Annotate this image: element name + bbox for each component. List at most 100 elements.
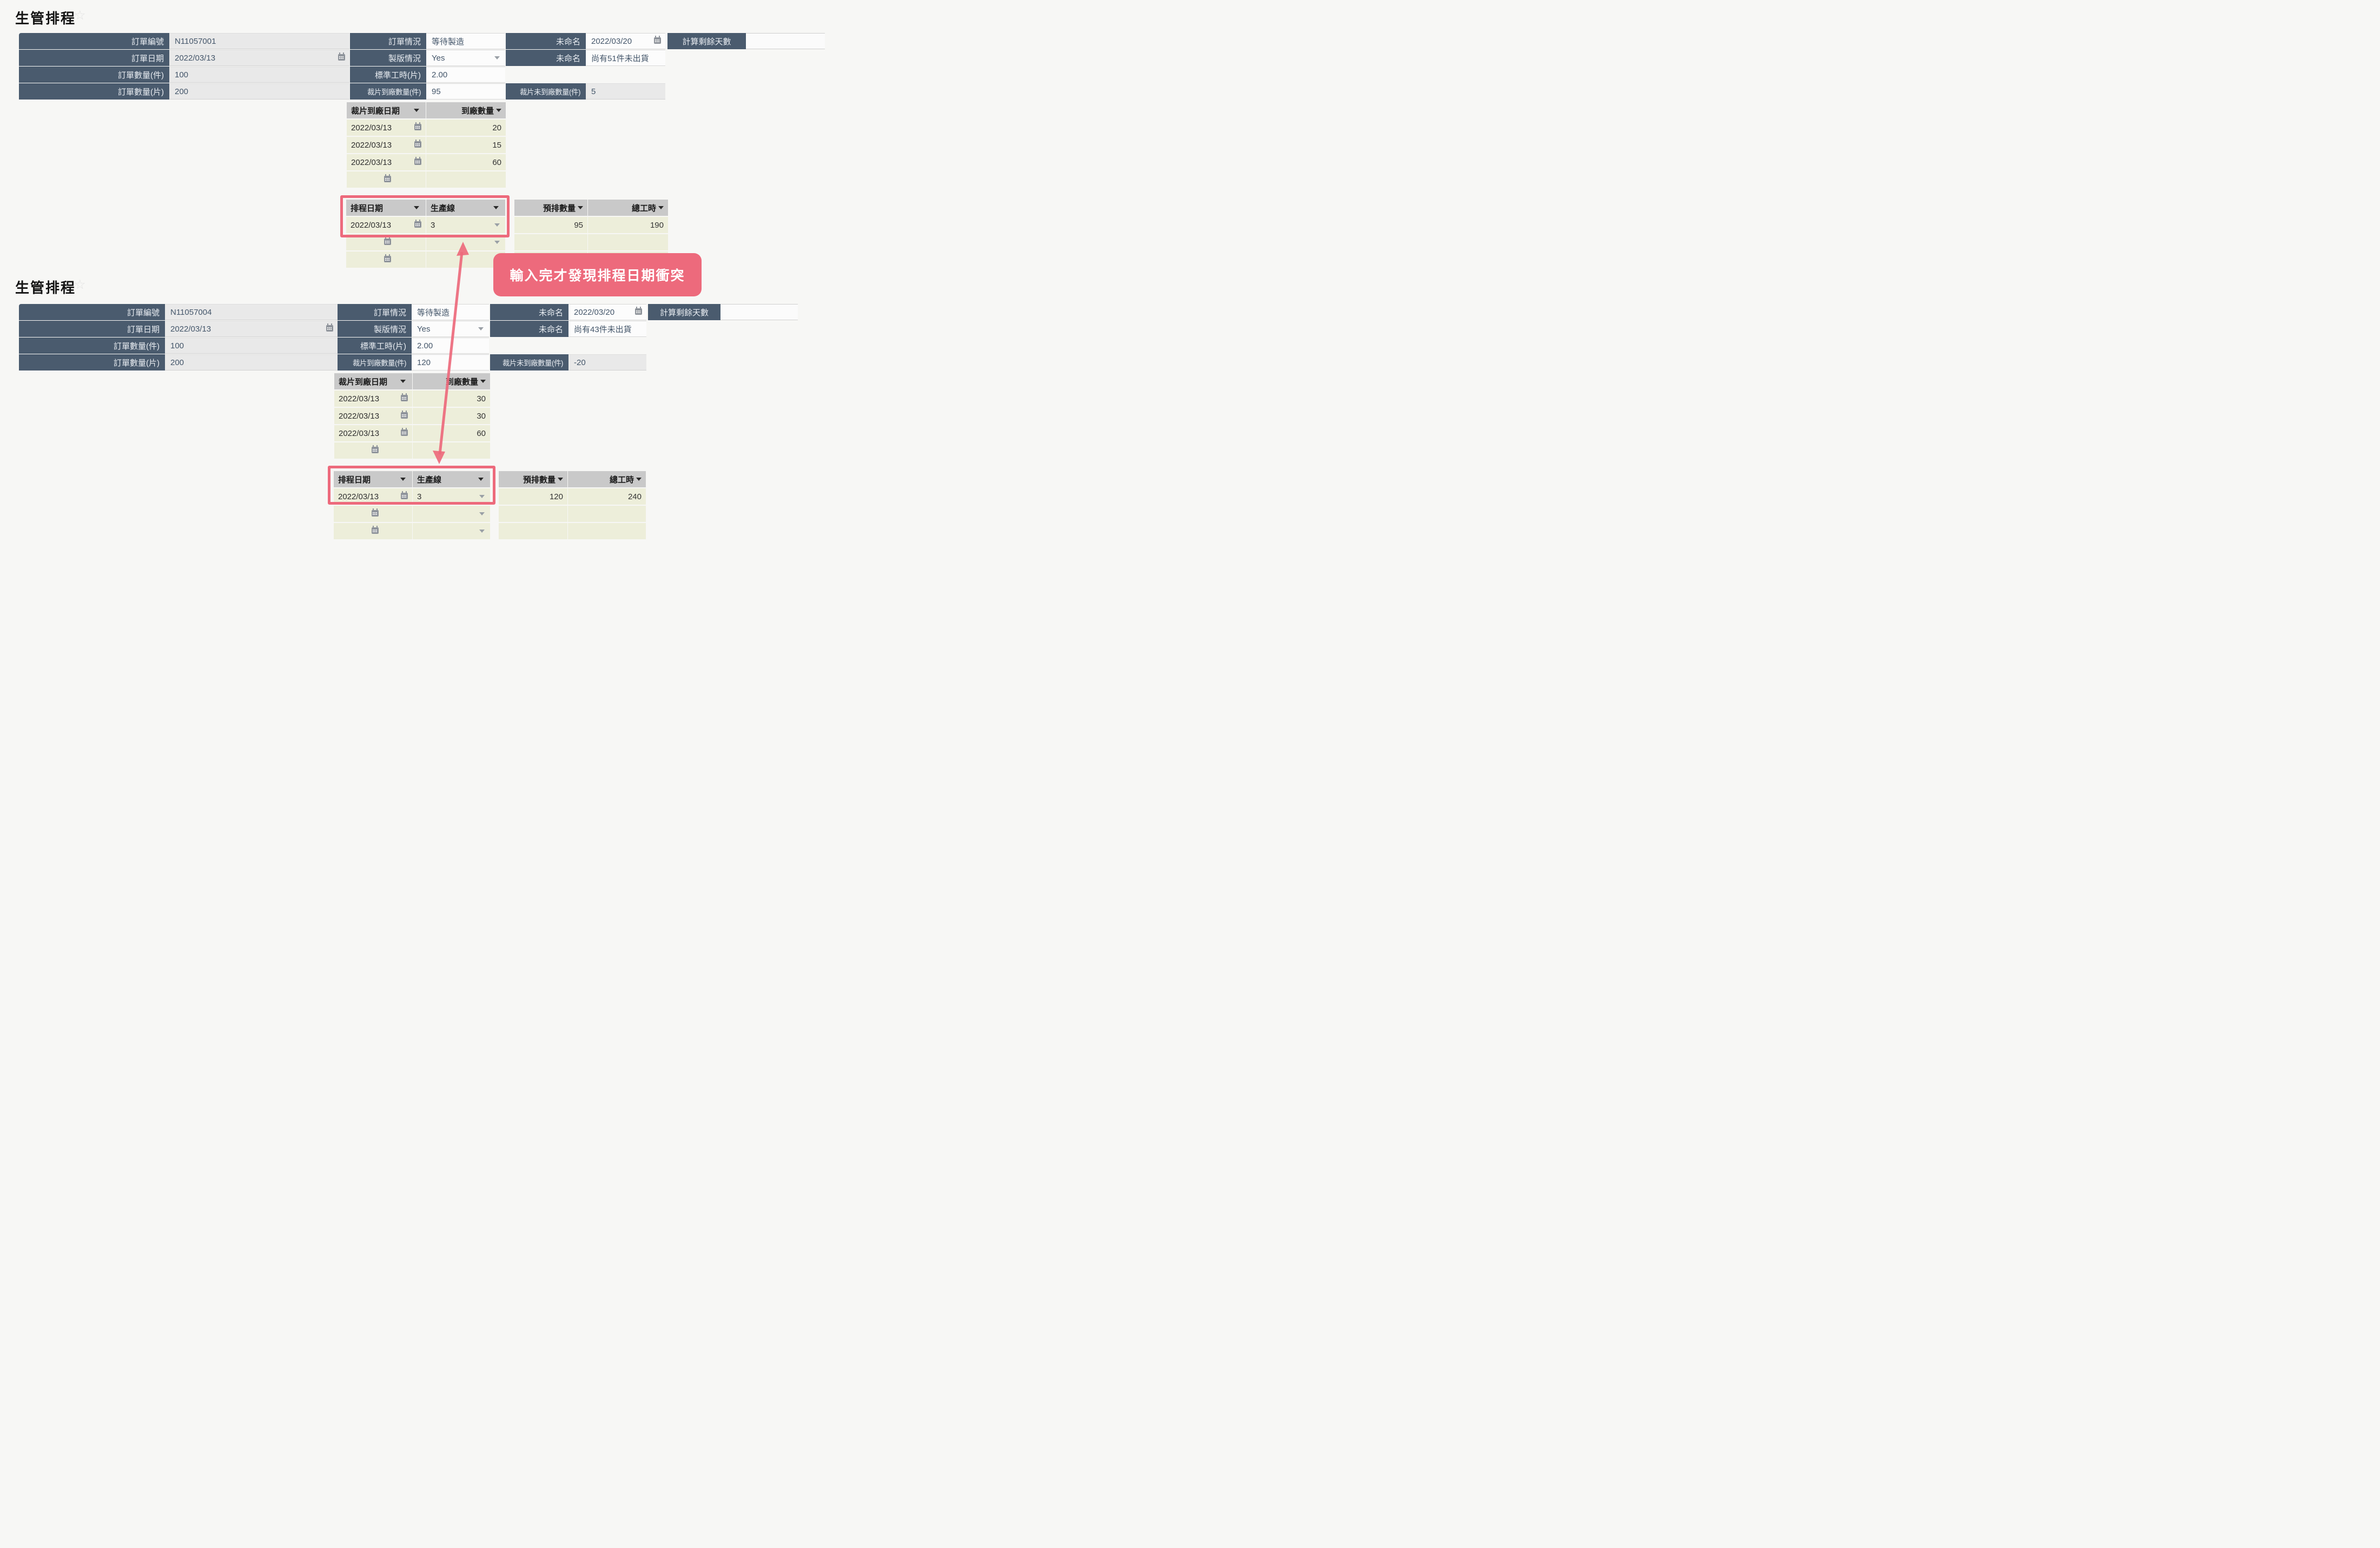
order-no-field[interactable]: N11057001 <box>169 33 349 49</box>
schedule-date-cell-empty[interactable] <box>346 252 426 268</box>
order-no-value: N11057004 <box>170 307 212 317</box>
calc-remaining-days-button[interactable]: 計算剩餘天數 <box>667 33 746 49</box>
calendar-icon[interactable] <box>414 220 421 228</box>
order-qty-pieces-field[interactable]: 200 <box>165 354 338 371</box>
calendar-icon[interactable] <box>414 140 421 148</box>
schedule-line-select-empty[interactable] <box>413 523 490 539</box>
plate-status-select[interactable]: Yes <box>412 321 489 337</box>
chevron-down-icon <box>494 56 500 59</box>
arrival-date-cell-empty[interactable] <box>334 442 412 459</box>
arrival-qty-cell[interactable]: 30 <box>413 391 490 407</box>
arrival-qty-cell[interactable]: 20 <box>426 120 506 136</box>
schedule-date-cell-empty[interactable] <box>334 523 412 539</box>
schedule-qty-header[interactable]: 預排數量 <box>499 471 567 487</box>
cut-not-arrived-field: 5 <box>586 83 665 100</box>
calendar-icon[interactable] <box>384 174 391 182</box>
schedule-qty-cell[interactable]: 95 <box>514 217 587 233</box>
calendar-icon[interactable] <box>401 411 408 419</box>
calendar-icon[interactable] <box>372 445 379 453</box>
schedule-line-select-empty[interactable] <box>413 506 490 522</box>
arrival-qty-header[interactable]: 到廠數量 <box>413 373 490 389</box>
arrival-date-cell[interactable]: 2022/03/13 <box>347 154 426 170</box>
arrival-date-cell[interactable]: 2022/03/13 <box>334 408 412 424</box>
order-date-field[interactable]: 2022/03/13 <box>165 321 338 337</box>
arrival-qty-cell[interactable]: 60 <box>426 154 506 170</box>
calendar-icon[interactable] <box>654 36 661 44</box>
plate-status-label: 製版情況 <box>350 50 426 66</box>
chevron-down-icon <box>478 327 484 330</box>
cut-arrived-field[interactable]: 95 <box>426 83 505 100</box>
favorite-star-icon[interactable] <box>74 9 86 22</box>
chevron-down-icon <box>494 223 500 227</box>
schedule-line-header[interactable]: 生產線 <box>413 471 490 487</box>
due-date-value: 2022/03/20 <box>591 36 632 46</box>
arrival-qty-cell-empty[interactable] <box>413 442 490 459</box>
schedule-hours-cell-empty[interactable] <box>568 506 646 522</box>
plate-status-select[interactable]: Yes <box>426 50 505 66</box>
schedule-date-header[interactable]: 排程日期 <box>334 471 412 487</box>
arrival-date-cell[interactable]: 2022/03/13 <box>334 391 412 407</box>
schedule-date-cell-empty[interactable] <box>346 234 426 250</box>
schedule-date-cell[interactable]: 2022/03/13 <box>346 217 426 233</box>
schedule-line-select[interactable]: 3 <box>413 488 490 505</box>
arrival-date-cell-empty[interactable] <box>347 171 426 188</box>
arrival-date-cell[interactable]: 2022/03/13 <box>347 137 426 153</box>
schedule-line-header[interactable]: 生產線 <box>426 200 505 216</box>
order-status-field[interactable]: 等待製造 <box>412 304 489 320</box>
calc-remaining-days-button[interactable]: 計算剩餘天數 <box>648 304 720 320</box>
schedule-qty-cell-empty[interactable] <box>514 234 587 250</box>
schedule-hours-text: 190 <box>650 220 664 230</box>
schedule-hours-cell[interactable]: 240 <box>568 488 646 505</box>
order-no-field[interactable]: N11057004 <box>165 304 338 320</box>
schedule-qty-cell[interactable]: 120 <box>499 488 567 505</box>
schedule-hours-cell[interactable]: 190 <box>588 217 668 233</box>
calendar-icon[interactable] <box>401 491 408 499</box>
calendar-icon[interactable] <box>401 428 408 436</box>
schedule-line-select-empty[interactable] <box>426 234 505 250</box>
arrival-qty-cell[interactable]: 30 <box>413 408 490 424</box>
arrival-date-header[interactable]: 裁片到廠日期 <box>334 373 412 389</box>
schedule-hours-cell-empty[interactable] <box>568 523 646 539</box>
schedule-line-select[interactable]: 3 <box>426 217 505 233</box>
calendar-icon[interactable] <box>414 122 421 130</box>
calendar-icon[interactable] <box>401 393 408 401</box>
favorite-star-icon[interactable] <box>74 279 86 292</box>
calendar-icon[interactable] <box>372 508 379 517</box>
std-hours-field[interactable]: 2.00 <box>426 67 505 83</box>
schedule-date-cell[interactable]: 2022/03/13 <box>334 488 412 505</box>
order-qty-pcs-field[interactable]: 100 <box>169 67 349 83</box>
order-qty-pcs-field[interactable]: 100 <box>165 338 338 354</box>
arrival-qty-cell-empty[interactable] <box>426 171 506 188</box>
calendar-icon[interactable] <box>372 526 379 534</box>
std-hours-field[interactable]: 2.00 <box>412 338 489 354</box>
plate-status-label: 製版情況 <box>338 321 412 337</box>
due-date-field[interactable]: 2022/03/20 <box>586 33 665 49</box>
arrival-qty-cell[interactable]: 60 <box>413 425 490 441</box>
arrival-qty-cell[interactable]: 15 <box>426 137 506 153</box>
arrival-qty-header[interactable]: 到廠數量 <box>426 102 506 118</box>
calendar-icon[interactable] <box>326 323 333 332</box>
order-status-field[interactable]: 等待製造 <box>426 33 505 49</box>
schedule-date-cell-empty[interactable] <box>334 506 412 522</box>
order-qty-pieces-field[interactable]: 200 <box>169 83 349 100</box>
due-date-field[interactable]: 2022/03/20 <box>568 304 646 320</box>
schedule-hours-cell-empty[interactable] <box>588 234 668 250</box>
schedule-date-header[interactable]: 排程日期 <box>346 200 426 216</box>
calendar-icon[interactable] <box>635 307 642 315</box>
ship-status-field: 尚有43件未出貨 <box>568 321 646 337</box>
schedule-qty-cell-empty[interactable] <box>499 506 567 522</box>
arrival-date-header[interactable]: 裁片到廠日期 <box>347 102 426 118</box>
ship-status-field: 尚有51件未出貨 <box>586 50 665 66</box>
calendar-icon[interactable] <box>384 254 391 262</box>
arrival-date-cell[interactable]: 2022/03/13 <box>334 425 412 441</box>
calendar-icon[interactable] <box>414 157 421 165</box>
calendar-icon[interactable] <box>384 237 391 245</box>
schedule-hours-header[interactable]: 總工時 <box>588 200 668 216</box>
schedule-hours-header[interactable]: 總工時 <box>568 471 646 487</box>
schedule-qty-cell-empty[interactable] <box>499 523 567 539</box>
cut-arrived-field[interactable]: 120 <box>412 354 489 371</box>
arrival-date-cell[interactable]: 2022/03/13 <box>347 120 426 136</box>
schedule-qty-header[interactable]: 預排數量 <box>514 200 587 216</box>
order-date-field[interactable]: 2022/03/13 <box>169 50 349 66</box>
calendar-icon[interactable] <box>338 52 345 61</box>
